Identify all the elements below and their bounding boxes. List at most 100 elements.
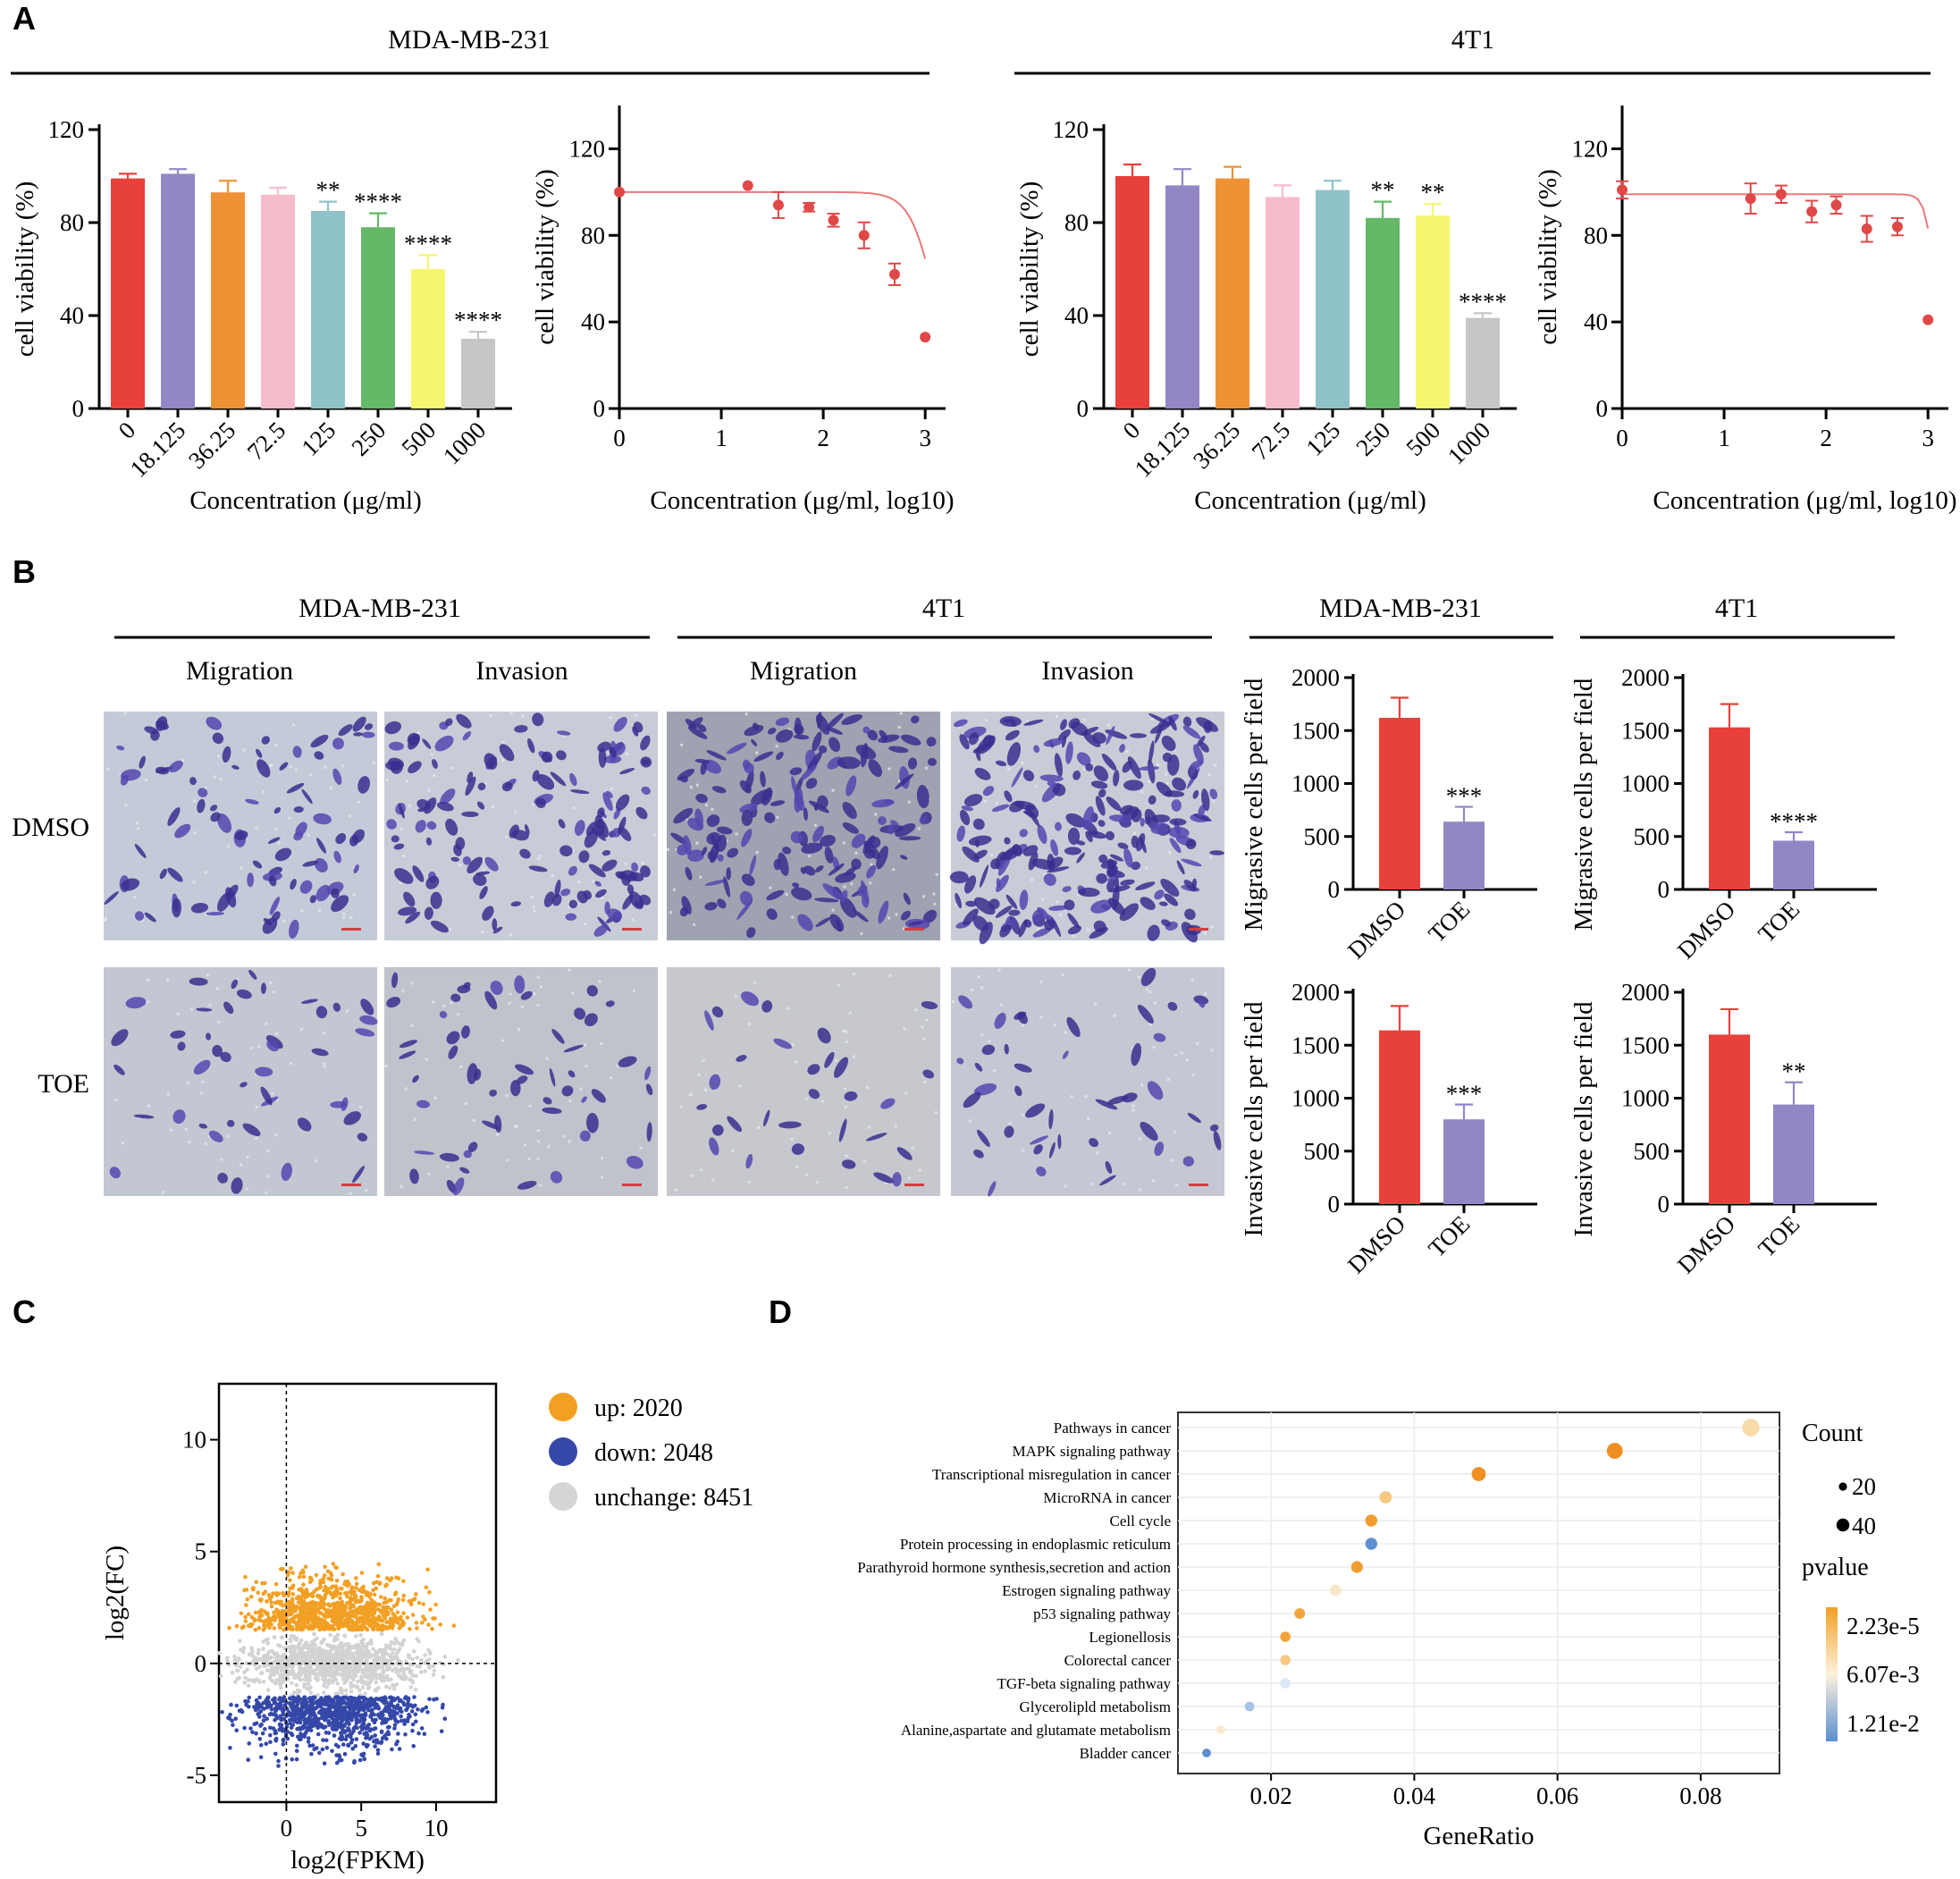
stained-cell <box>900 855 908 860</box>
stained-cell <box>595 889 607 898</box>
pore-speck <box>1196 1041 1199 1045</box>
stained-cell <box>753 751 774 763</box>
stained-cell <box>746 927 756 939</box>
stained-cell <box>975 839 980 848</box>
pore-speck <box>1140 790 1144 794</box>
pore-speck <box>489 714 492 718</box>
down-gene-point <box>350 1746 356 1751</box>
y-tick-label: 40 <box>1584 308 1608 335</box>
y-tick-label: 500 <box>1634 823 1670 850</box>
pore-speck <box>850 882 854 886</box>
down-gene-point <box>326 1731 332 1735</box>
bar <box>1773 840 1814 889</box>
stained-cell <box>430 891 442 909</box>
pore-speck <box>133 896 137 899</box>
bar <box>1443 1119 1485 1204</box>
micro-col-label: Invasion <box>1041 656 1133 686</box>
stained-cell <box>895 823 916 838</box>
down-gene-point <box>368 1727 373 1732</box>
pore-speck <box>614 803 618 806</box>
stained-cell <box>343 1111 362 1125</box>
legend-up-label: up: 2020 <box>594 1395 683 1422</box>
pore-speck <box>318 909 322 913</box>
pore-speck <box>1147 779 1150 783</box>
ma-legend: up: 2020 down: 2048 unchange: 8451 <box>549 1393 753 1512</box>
stained-cell <box>559 845 573 857</box>
up-gene-point <box>374 1580 379 1585</box>
pathway-label: Colorectal cancer <box>1064 1652 1172 1669</box>
down-gene-point <box>244 1702 248 1707</box>
unchanged-gene-point <box>372 1660 377 1664</box>
pore-speck <box>1151 1179 1155 1183</box>
down-gene-point <box>387 1706 392 1712</box>
stained-cell <box>887 824 895 835</box>
pore-speck <box>255 1136 258 1140</box>
stained-cell <box>706 750 727 761</box>
stained-cell <box>1017 1011 1028 1024</box>
down-gene-point <box>228 1746 232 1750</box>
down-gene-point <box>264 1698 268 1704</box>
stained-cell <box>267 837 281 844</box>
down-gene-point <box>344 1714 349 1718</box>
x-tick-label: 0.04 <box>1393 1782 1436 1809</box>
stained-cell <box>861 880 870 905</box>
down-gene-point <box>331 1724 335 1730</box>
pore-speck <box>481 931 484 934</box>
down-gene-point <box>338 1721 343 1726</box>
stained-cell <box>596 819 610 838</box>
bar-group-title-2: 4T1 <box>1715 594 1758 623</box>
stained-cell <box>1004 837 1011 845</box>
pore-speck <box>1059 913 1063 916</box>
pore-speck <box>323 1032 326 1035</box>
pore-speck <box>169 1128 172 1132</box>
unchanged-gene-point <box>335 1691 340 1697</box>
stained-cell <box>1105 830 1115 841</box>
stained-cell <box>484 856 499 872</box>
down-gene-point <box>352 1706 358 1712</box>
unchanged-gene-point <box>326 1680 331 1684</box>
down-gene-point <box>392 1726 397 1731</box>
scale-bar <box>1189 1184 1208 1186</box>
pore-speck <box>1152 1046 1156 1049</box>
up-gene-point <box>243 1574 248 1580</box>
pore-speck <box>446 1165 450 1168</box>
down-gene-point <box>412 1695 416 1699</box>
stained-cell <box>958 995 973 1009</box>
unchanged-gene-point <box>322 1637 327 1642</box>
stained-cell <box>1119 744 1125 753</box>
stained-cell <box>1140 1121 1158 1142</box>
stained-cell <box>867 729 879 741</box>
stained-cell <box>744 770 754 793</box>
pore-speck <box>568 906 571 909</box>
pore-speck <box>410 982 414 985</box>
unchanged-gene-point <box>333 1673 338 1678</box>
unchanged-gene-point <box>360 1667 365 1673</box>
unchanged-gene-point <box>335 1681 341 1686</box>
down-gene-point <box>341 1706 346 1712</box>
stained-cell <box>1160 878 1180 897</box>
up-gene-point <box>424 1585 429 1589</box>
stained-cell <box>1033 745 1040 754</box>
pore-speck <box>977 975 980 979</box>
pvalue-colorbar <box>1826 1607 1838 1741</box>
down-gene-point <box>354 1737 359 1741</box>
count-legend-dot <box>1838 1482 1847 1491</box>
pore-speck <box>887 767 891 771</box>
stained-cell <box>1147 1081 1164 1100</box>
up-gene-point <box>299 1571 303 1576</box>
x-tick-label: 5 <box>355 1815 367 1841</box>
down-gene-point <box>370 1707 374 1712</box>
stained-cell <box>1098 820 1106 827</box>
pore-speck <box>501 759 505 763</box>
unchanged-gene-point <box>294 1653 299 1657</box>
stained-cell <box>1106 1095 1129 1105</box>
up-gene-point <box>281 1566 285 1571</box>
pore-speck <box>923 1081 927 1084</box>
stained-cell <box>1117 842 1129 849</box>
pore-speck <box>536 1157 540 1160</box>
pore-speck <box>1212 800 1216 804</box>
unchanged-gene-point <box>343 1642 348 1647</box>
down-gene-point <box>299 1704 305 1709</box>
up-gene-point <box>318 1578 324 1583</box>
